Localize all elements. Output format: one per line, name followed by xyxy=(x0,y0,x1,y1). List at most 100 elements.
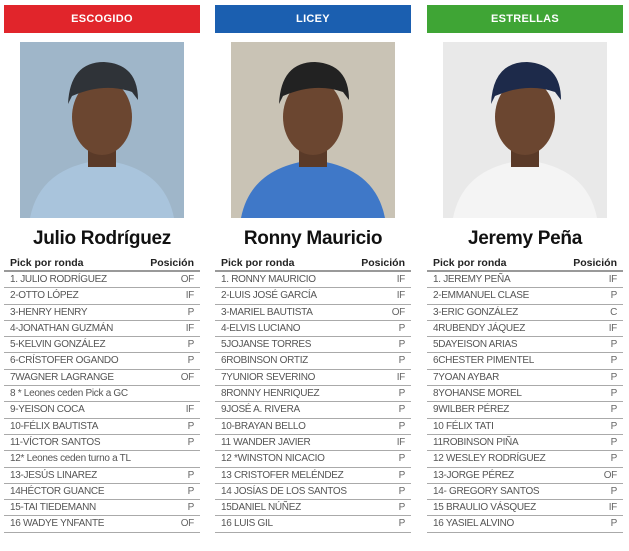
player-position: P xyxy=(187,502,195,514)
player-position: OF xyxy=(603,469,618,481)
player-position: IF xyxy=(396,274,406,285)
player-position: IF xyxy=(185,322,195,334)
pick-player: 15 BRAULIO VÁSQUEZ xyxy=(433,502,536,514)
table-row: 7YUNIOR SEVERINO IF xyxy=(215,370,411,387)
pick-player: 1. RONNY MAURICIO xyxy=(221,274,316,285)
pick-player: 9-YEISON COCA xyxy=(10,404,85,416)
pick-player: 2-EMMANUEL CLASE xyxy=(433,290,529,302)
player-position: P xyxy=(610,388,618,400)
pick-player: 10 FÉLIX TATI xyxy=(433,420,494,432)
table-row: 7WAGNER LAGRANGE OF xyxy=(4,370,200,387)
pick-player: 6-CRÍSTOFER OGANDO xyxy=(10,355,119,367)
table-row: 10-BRAYAN BELLO P xyxy=(215,419,411,435)
table-row: 8 * Leones ceden Pick a GC xyxy=(4,386,200,403)
player-photo xyxy=(231,42,395,218)
table-row: 12* Leones ceden turno a TL xyxy=(4,451,200,468)
table-row: 1. JULIO RODRÍGUEZ OF xyxy=(4,272,200,289)
table-row: 13-JESÚS LINAREZ P xyxy=(4,468,200,484)
table-row: 14 JOSÍAS DE LOS SANTOS P xyxy=(215,484,411,501)
team-name: ESCOGIDO xyxy=(71,13,133,25)
table-row: 5-KELVIN GONZÁLEZ P xyxy=(4,337,200,354)
pick-player: 15-TAI TIEDEMANN xyxy=(10,502,96,514)
table-row: 12 WESLEY RODRÍGUEZ P xyxy=(427,451,623,468)
player-position: P xyxy=(187,420,195,432)
player-position: OF xyxy=(180,518,195,530)
player-position: P xyxy=(610,436,618,448)
player-position: P xyxy=(610,420,618,432)
player-position: P xyxy=(187,469,195,481)
table-row: 10-FÉLIX BAUTISTA P xyxy=(4,419,200,435)
table-row: 11 WANDER JAVIER IF xyxy=(215,435,411,452)
player-position: P xyxy=(610,339,618,351)
table-row: 6-CRÍSTOFER OGANDO P xyxy=(4,353,200,370)
team-name: LICEY xyxy=(296,13,330,25)
pick-player: 1. JULIO RODRÍGUEZ xyxy=(10,274,107,285)
player-position: P xyxy=(398,453,406,465)
table-row: 14HÉCTOR GUANCE P xyxy=(4,484,200,501)
table-row: 9-YEISON COCA IF xyxy=(4,402,200,419)
pick-player: 14- GREGORY SANTOS xyxy=(433,485,540,497)
table-row: 11ROBINSON PIÑA P xyxy=(427,435,623,452)
table-row: 11-VÍCTOR SANTOS P xyxy=(4,435,200,452)
pick-player: 10-FÉLIX BAUTISTA xyxy=(10,420,99,432)
pick-player: 8RONNY HENRIQUEZ xyxy=(221,388,320,400)
table-row: 12 *WINSTON NICACIO P xyxy=(215,451,411,468)
pick-column-header: Pick por ronda xyxy=(221,257,295,269)
pick-player: 3-MARIEL BAUTISTA xyxy=(221,306,313,318)
pick-player: 10-BRAYAN BELLO xyxy=(221,420,306,432)
player-photo xyxy=(443,42,607,218)
table-row: 5DAYEISON ARIAS P xyxy=(427,337,623,354)
player-position: P xyxy=(610,371,618,383)
player-position: P xyxy=(187,436,195,448)
table-row: 8YOHANSE MOREL P xyxy=(427,386,623,403)
player-position: P xyxy=(398,469,406,481)
pick-player: 1. JEREMY PEÑA xyxy=(433,274,511,285)
pick-player: 5-KELVIN GONZÁLEZ xyxy=(10,339,106,351)
player-position: P xyxy=(610,485,618,497)
team-column-licey: LICEY Ronny Mauricio Pick por ronda Posic… xyxy=(215,0,411,533)
pick-player: 3-ERIC GONZÁLEZ xyxy=(433,306,518,318)
player-position: IF xyxy=(396,290,406,302)
pick-player: 9WILBER PÉREZ xyxy=(433,404,510,416)
pick-player: 16 YASIEL ALVINO xyxy=(433,518,514,530)
table-header: Pick por ronda Posición xyxy=(215,257,411,272)
table-row: 4-ELVIS LUCIANO P xyxy=(215,321,411,338)
pick-player: 4-ELVIS LUCIANO xyxy=(221,322,301,334)
table-row: 1. RONNY MAURICIO IF xyxy=(215,272,411,289)
table-header: Pick por ronda Posición xyxy=(427,257,623,272)
pick-player: 2-OTTO LÓPEZ xyxy=(10,290,79,302)
player-position: P xyxy=(187,306,195,318)
player-name: Ronny Mauricio xyxy=(243,228,383,249)
player-position: P xyxy=(398,339,406,351)
table-row: 6CHESTER PIMENTEL P xyxy=(427,353,623,370)
table-row: 1. JEREMY PEÑA IF xyxy=(427,272,623,289)
table-row: 3-ERIC GONZÁLEZ C xyxy=(427,305,623,321)
pick-player: 8 * Leones ceden Pick a GC xyxy=(10,388,128,400)
pick-player: 6ROBINSON ORTIZ xyxy=(221,355,308,367)
player-position: P xyxy=(610,355,618,367)
pick-player: 13 CRISTOFER MELÉNDEZ xyxy=(221,469,344,481)
player-position: IF xyxy=(396,436,406,448)
pick-player: 7YUNIOR SEVERINO xyxy=(221,371,316,383)
player-position: IF xyxy=(185,290,195,302)
player-position: P xyxy=(398,355,406,367)
table-row: 15-TAI TIEDEMANN P xyxy=(4,500,200,517)
player-position: P xyxy=(398,388,406,400)
table-row: 2-LUIS JOSÉ GARCÍA IF xyxy=(215,288,411,305)
table-row: 16 YASIEL ALVINO P xyxy=(427,516,623,533)
pick-player: 5JOJANSE TORRES xyxy=(221,339,312,351)
player-position: OF xyxy=(180,274,195,285)
player-position: P xyxy=(398,322,406,334)
team-header: LICEY xyxy=(215,5,411,33)
player-position: IF xyxy=(185,404,195,416)
player-position: C xyxy=(610,306,617,318)
table-header: Pick por ronda Posición xyxy=(4,257,200,272)
table-row: 3-MARIEL BAUTISTA OF xyxy=(215,305,411,321)
player-position: P xyxy=(187,339,195,351)
pick-player: 13-JORGE PÉREZ xyxy=(433,469,514,481)
pick-player: 16 LUIS GIL xyxy=(221,518,273,530)
table-row: 15 BRAULIO VÁSQUEZ IF xyxy=(427,500,623,517)
pick-player: 16 WADYE YNFANTE xyxy=(10,518,105,530)
pick-column-header: Pick por ronda xyxy=(433,257,507,269)
pick-player: 14HÉCTOR GUANCE xyxy=(10,485,105,497)
